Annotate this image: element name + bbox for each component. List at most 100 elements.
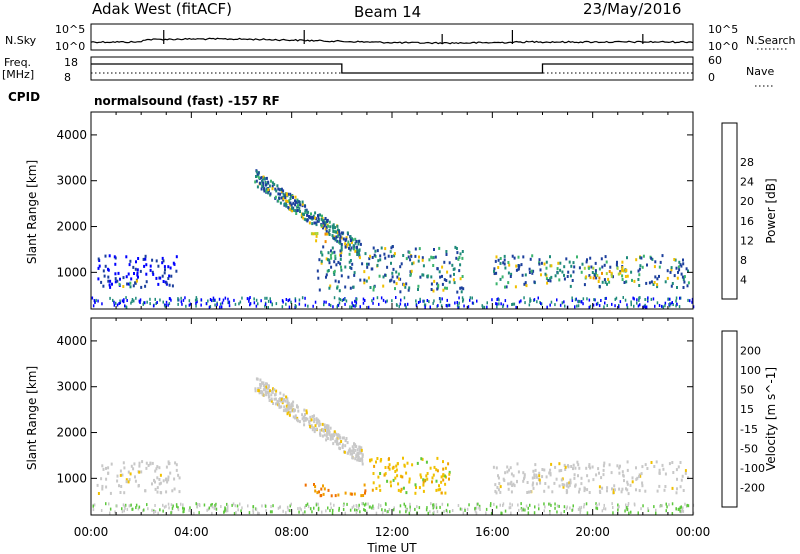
data-cell: [210, 503, 212, 507]
data-cell: [249, 302, 252, 306]
data-cell: [578, 490, 580, 494]
data-cell: [459, 507, 462, 511]
data-cell: [539, 268, 542, 272]
data-cell: [100, 280, 103, 284]
data-cell: [580, 482, 583, 486]
data-cell: [436, 287, 439, 291]
data-cell: [469, 296, 472, 300]
data-cell: [167, 502, 170, 506]
nave-tick-top: 60: [708, 54, 722, 67]
data-cell: [650, 297, 653, 301]
data-cell: [109, 279, 112, 283]
data-cell: [120, 485, 123, 488]
data-cell: [344, 302, 346, 306]
data-cell: [565, 257, 568, 261]
data-cell: [369, 254, 372, 258]
data-cell: [260, 176, 263, 180]
data-cell: [309, 415, 312, 419]
data-cell: [626, 468, 629, 472]
data-cell: [458, 296, 460, 300]
data-cell: [670, 302, 672, 306]
data-cell: [316, 491, 319, 495]
data-cell: [339, 249, 342, 253]
data-cell: [391, 466, 394, 470]
data-cell: [656, 489, 659, 493]
data-cell: [440, 480, 443, 484]
data-cell: [274, 397, 277, 401]
data-cell: [142, 302, 144, 306]
data-cell: [161, 256, 164, 260]
data-cell: [304, 510, 306, 514]
data-cell: [572, 504, 574, 508]
data-cell: [596, 274, 599, 277]
data-cell: [341, 443, 344, 447]
data-cell: [105, 466, 107, 470]
data-cell: [282, 409, 285, 413]
data-cell: [167, 460, 170, 464]
data-cell: [559, 261, 562, 265]
data-cell: [319, 422, 322, 426]
data-cell: [658, 471, 661, 475]
data-cell: [476, 502, 478, 506]
data-cell: [137, 257, 140, 260]
data-cell: [382, 275, 385, 279]
data-cell: [411, 463, 414, 467]
data-cell: [142, 257, 145, 261]
data-cell: [467, 305, 470, 309]
data-cell: [345, 245, 348, 249]
data-cell: [125, 275, 128, 279]
data-cell: [137, 484, 140, 487]
data-cell: [386, 265, 389, 269]
data-cell: [671, 461, 674, 464]
data-cell: [292, 201, 295, 205]
data-cell: [210, 299, 213, 303]
data-cell: [644, 489, 647, 493]
data-cell: [510, 272, 513, 276]
data-cell: [109, 507, 112, 511]
data-cell: [130, 277, 133, 281]
data-cell: [313, 506, 315, 510]
data-cell: [353, 451, 356, 454]
data-cell: [581, 262, 584, 266]
data-cell: [121, 299, 124, 303]
data-cell: [395, 296, 397, 299]
data-cell: [561, 483, 564, 486]
data-cell: [354, 443, 357, 447]
data-cell: [595, 276, 598, 280]
data-cell: [314, 485, 317, 489]
data-cell: [573, 473, 576, 477]
data-cell: [260, 299, 262, 303]
data-cell: [665, 509, 667, 513]
data-cell: [379, 459, 382, 463]
data-cell: [279, 192, 282, 196]
data-cell: [131, 507, 133, 511]
data-cell: [580, 270, 583, 274]
data-cell: [116, 474, 119, 478]
data-cell: [586, 488, 589, 492]
nsearch-label: N.Search: [746, 34, 796, 47]
data-cell: [326, 269, 329, 273]
data-cell: [156, 465, 159, 469]
data-cell: [347, 275, 350, 279]
data-cell: [352, 304, 355, 308]
data-cell: [618, 487, 621, 491]
data-cell: [595, 302, 598, 306]
data-cell: [569, 274, 572, 278]
data-cell: [608, 280, 611, 284]
data-cell: [107, 466, 110, 470]
data-cell: [301, 413, 304, 417]
data-cell: [622, 474, 625, 478]
data-cell: [656, 301, 659, 305]
data-cell: [337, 280, 340, 284]
data-cell: [595, 473, 598, 477]
data-cell: [517, 264, 520, 268]
data-cell: [677, 507, 680, 511]
data-cell: [375, 487, 378, 490]
data-cell: [152, 304, 155, 308]
data-cell: [219, 302, 222, 306]
data-cell: [457, 504, 460, 507]
data-cell: [177, 506, 179, 510]
data-cell: [556, 298, 558, 302]
data-cell: [355, 303, 357, 307]
